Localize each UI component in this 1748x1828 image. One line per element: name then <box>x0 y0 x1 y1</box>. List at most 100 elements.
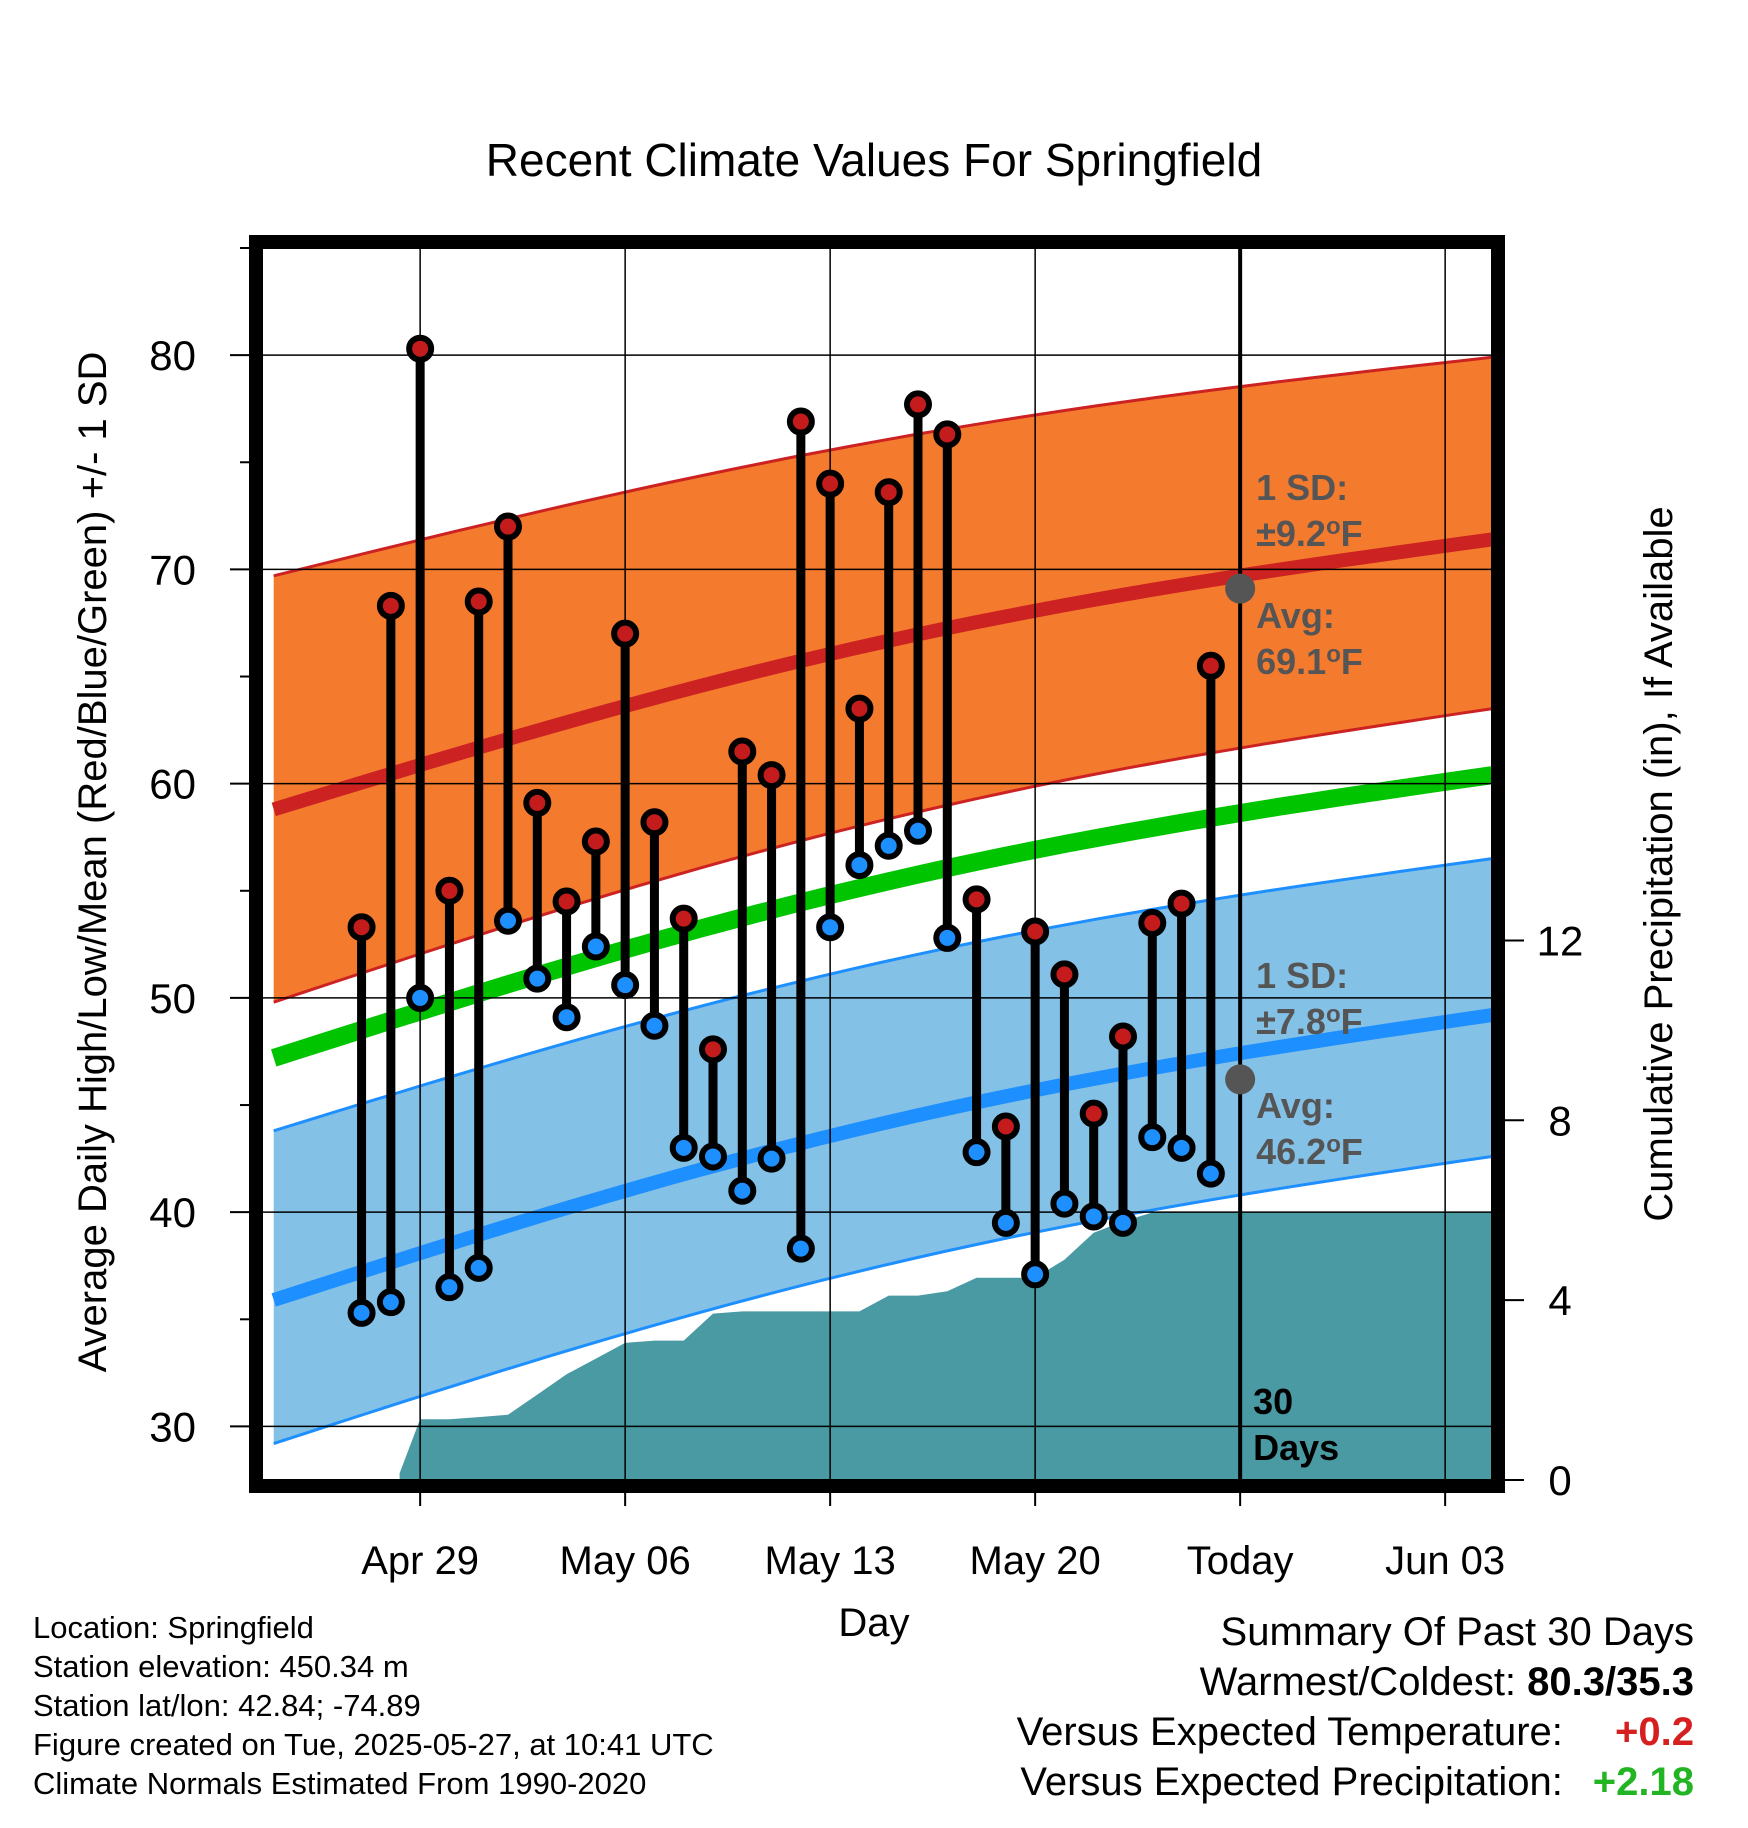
high-temp-point <box>1021 917 1050 946</box>
y-tick-label: 50 <box>149 975 196 1022</box>
plot-frame <box>249 235 1505 1493</box>
precip-anomaly-row: Versus Expected Precipitation: +2.18 <box>1017 1757 1694 1807</box>
summary-panel: Summary Of Past 30 Days Warmest/Coldest:… <box>1017 1607 1694 1807</box>
high-temp-point <box>757 761 786 790</box>
low-avg-annotation-line1: Avg: <box>1256 1085 1335 1126</box>
x-tick-label: May 20 <box>970 1539 1101 1583</box>
low-temp-point <box>464 1253 493 1282</box>
low-temp-point <box>1079 1202 1108 1231</box>
low-temp-point <box>523 964 552 993</box>
low-temp-point <box>435 1273 464 1302</box>
plot-area <box>262 248 1492 1480</box>
warmest-coldest-label: Warmest/Coldest: <box>1199 1660 1517 1704</box>
high-temp-point <box>904 390 932 419</box>
high-sd-annotation-line2: ±9.2oF <box>1256 513 1362 554</box>
low-temp-point <box>816 913 845 942</box>
high-temp-point <box>845 694 874 723</box>
high-temp-point <box>874 478 903 507</box>
low-temp-point <box>494 906 522 935</box>
high-temp-point <box>1167 889 1196 918</box>
y2-tick-label: 8 <box>1548 1097 1571 1144</box>
low-temp-point <box>699 1142 727 1171</box>
low-temp-point <box>1109 1208 1137 1237</box>
summary-title: Summary Of Past 30 Days <box>1220 1610 1694 1654</box>
high-avg-annotation-line2: 69.1oF <box>1256 641 1363 682</box>
low-temp-point <box>728 1176 757 1205</box>
high-temp-point <box>494 512 522 541</box>
low-temp-point <box>1021 1260 1050 1289</box>
high-temp-point <box>640 808 669 837</box>
temp-anomaly-row: Versus Expected Temperature: +0.2 <box>1017 1707 1694 1757</box>
low-temp-point <box>1196 1159 1225 1188</box>
low-temp-point <box>669 1133 698 1162</box>
high-temp-point <box>611 619 640 648</box>
x-tick-label: May 13 <box>765 1539 896 1583</box>
low-avg-today-dot <box>1225 1064 1256 1095</box>
low-sd-annotation-line1: 1 SD: <box>1256 955 1348 996</box>
high-temp-point <box>1196 651 1225 680</box>
high-temp-point <box>728 737 757 766</box>
period-label-number: 30 <box>1253 1381 1293 1422</box>
low-temp-point <box>962 1138 991 1167</box>
low-temp-point <box>611 971 640 1000</box>
low-temp-point <box>874 831 903 860</box>
high-upper-line <box>273 355 1492 578</box>
high-temp-point <box>1138 908 1167 937</box>
high-temp-point <box>552 887 581 916</box>
latlon-text: Station lat/lon: 42.84; -74.89 <box>33 1688 421 1723</box>
high-temp-point <box>962 885 991 914</box>
high-temp-point <box>699 1035 727 1064</box>
high-temp-point <box>1109 1022 1137 1051</box>
precip-anomaly-label: Versus Expected Precipitation: <box>1020 1760 1563 1804</box>
high-temp-point <box>581 827 610 856</box>
temp-anomaly-value: +0.2 <box>1615 1710 1694 1754</box>
warmest-coldest-row: Warmest/Coldest: 80.3/35.3 <box>1017 1657 1694 1707</box>
x-axis-label: Day <box>838 1601 909 1645</box>
y2-tick-label: 12 <box>1537 917 1584 964</box>
low-temp-point <box>1050 1189 1079 1218</box>
low-temp-point <box>757 1144 786 1173</box>
low-temp-point <box>1138 1123 1167 1152</box>
y-tick-label: 80 <box>149 332 196 379</box>
high-sd-annotation-line1: 1 SD: <box>1256 467 1348 508</box>
period-label-days: Days <box>1253 1427 1339 1468</box>
chart-title: Recent Climate Values For Springfield <box>486 134 1262 186</box>
x-tick-label: Jun 03 <box>1385 1539 1505 1583</box>
y-tick-label: 30 <box>149 1403 196 1450</box>
low-avg-annotation-line2: 46.2oF <box>1256 1131 1363 1172</box>
low-temp-point <box>581 932 610 961</box>
y2-tick-label: 0 <box>1548 1457 1571 1504</box>
low-lower-line <box>273 1155 1492 1446</box>
x-tick-label: Apr 29 <box>361 1539 479 1583</box>
low-sd-annotation-line2: ±7.8oF <box>1256 1001 1362 1042</box>
low-temp-point <box>552 1003 581 1032</box>
low-temp-point <box>933 923 962 952</box>
temp-anomaly-label: Versus Expected Temperature: <box>1016 1710 1563 1754</box>
high-temp-point <box>991 1112 1020 1141</box>
high-temp-point <box>816 469 845 498</box>
y-tick-label: 70 <box>149 546 196 593</box>
high-temp-point <box>464 587 493 616</box>
low-temp-point <box>904 816 932 845</box>
high-temp-point <box>406 334 435 363</box>
high-temp-point <box>347 913 376 942</box>
station-info: Location: Springfield Station elevation:… <box>33 1608 714 1803</box>
high-temp-point <box>376 591 405 620</box>
precipitation-area <box>399 1212 1492 1480</box>
high-avg-today-dot <box>1225 573 1256 604</box>
elevation-text: Station elevation: 450.34 m <box>33 1649 409 1684</box>
low-temp-point <box>845 851 874 880</box>
high-sd-band <box>273 357 1492 1003</box>
y2-axis-label: Cumulative Precipitation (in), If Availa… <box>1637 506 1681 1221</box>
axes: Apr 29 May 06 May 13 May 20 Today Jun 0330405… <box>149 247 1584 1583</box>
high-temp-point <box>435 876 464 905</box>
precip-anomaly-value: +2.18 <box>1592 1760 1694 1804</box>
high-temp-point <box>523 788 552 817</box>
low-temp-point <box>376 1288 405 1317</box>
high-temp-point <box>933 420 962 449</box>
warmest-coldest-value: 80.3/35.3 <box>1527 1660 1694 1704</box>
high-avg-annotation-line1: Avg: <box>1256 595 1335 636</box>
low-temp-point <box>640 1011 669 1040</box>
y-axis-label: Average Daily High/Low/Mean (Red/Blue/Gr… <box>71 352 115 1373</box>
